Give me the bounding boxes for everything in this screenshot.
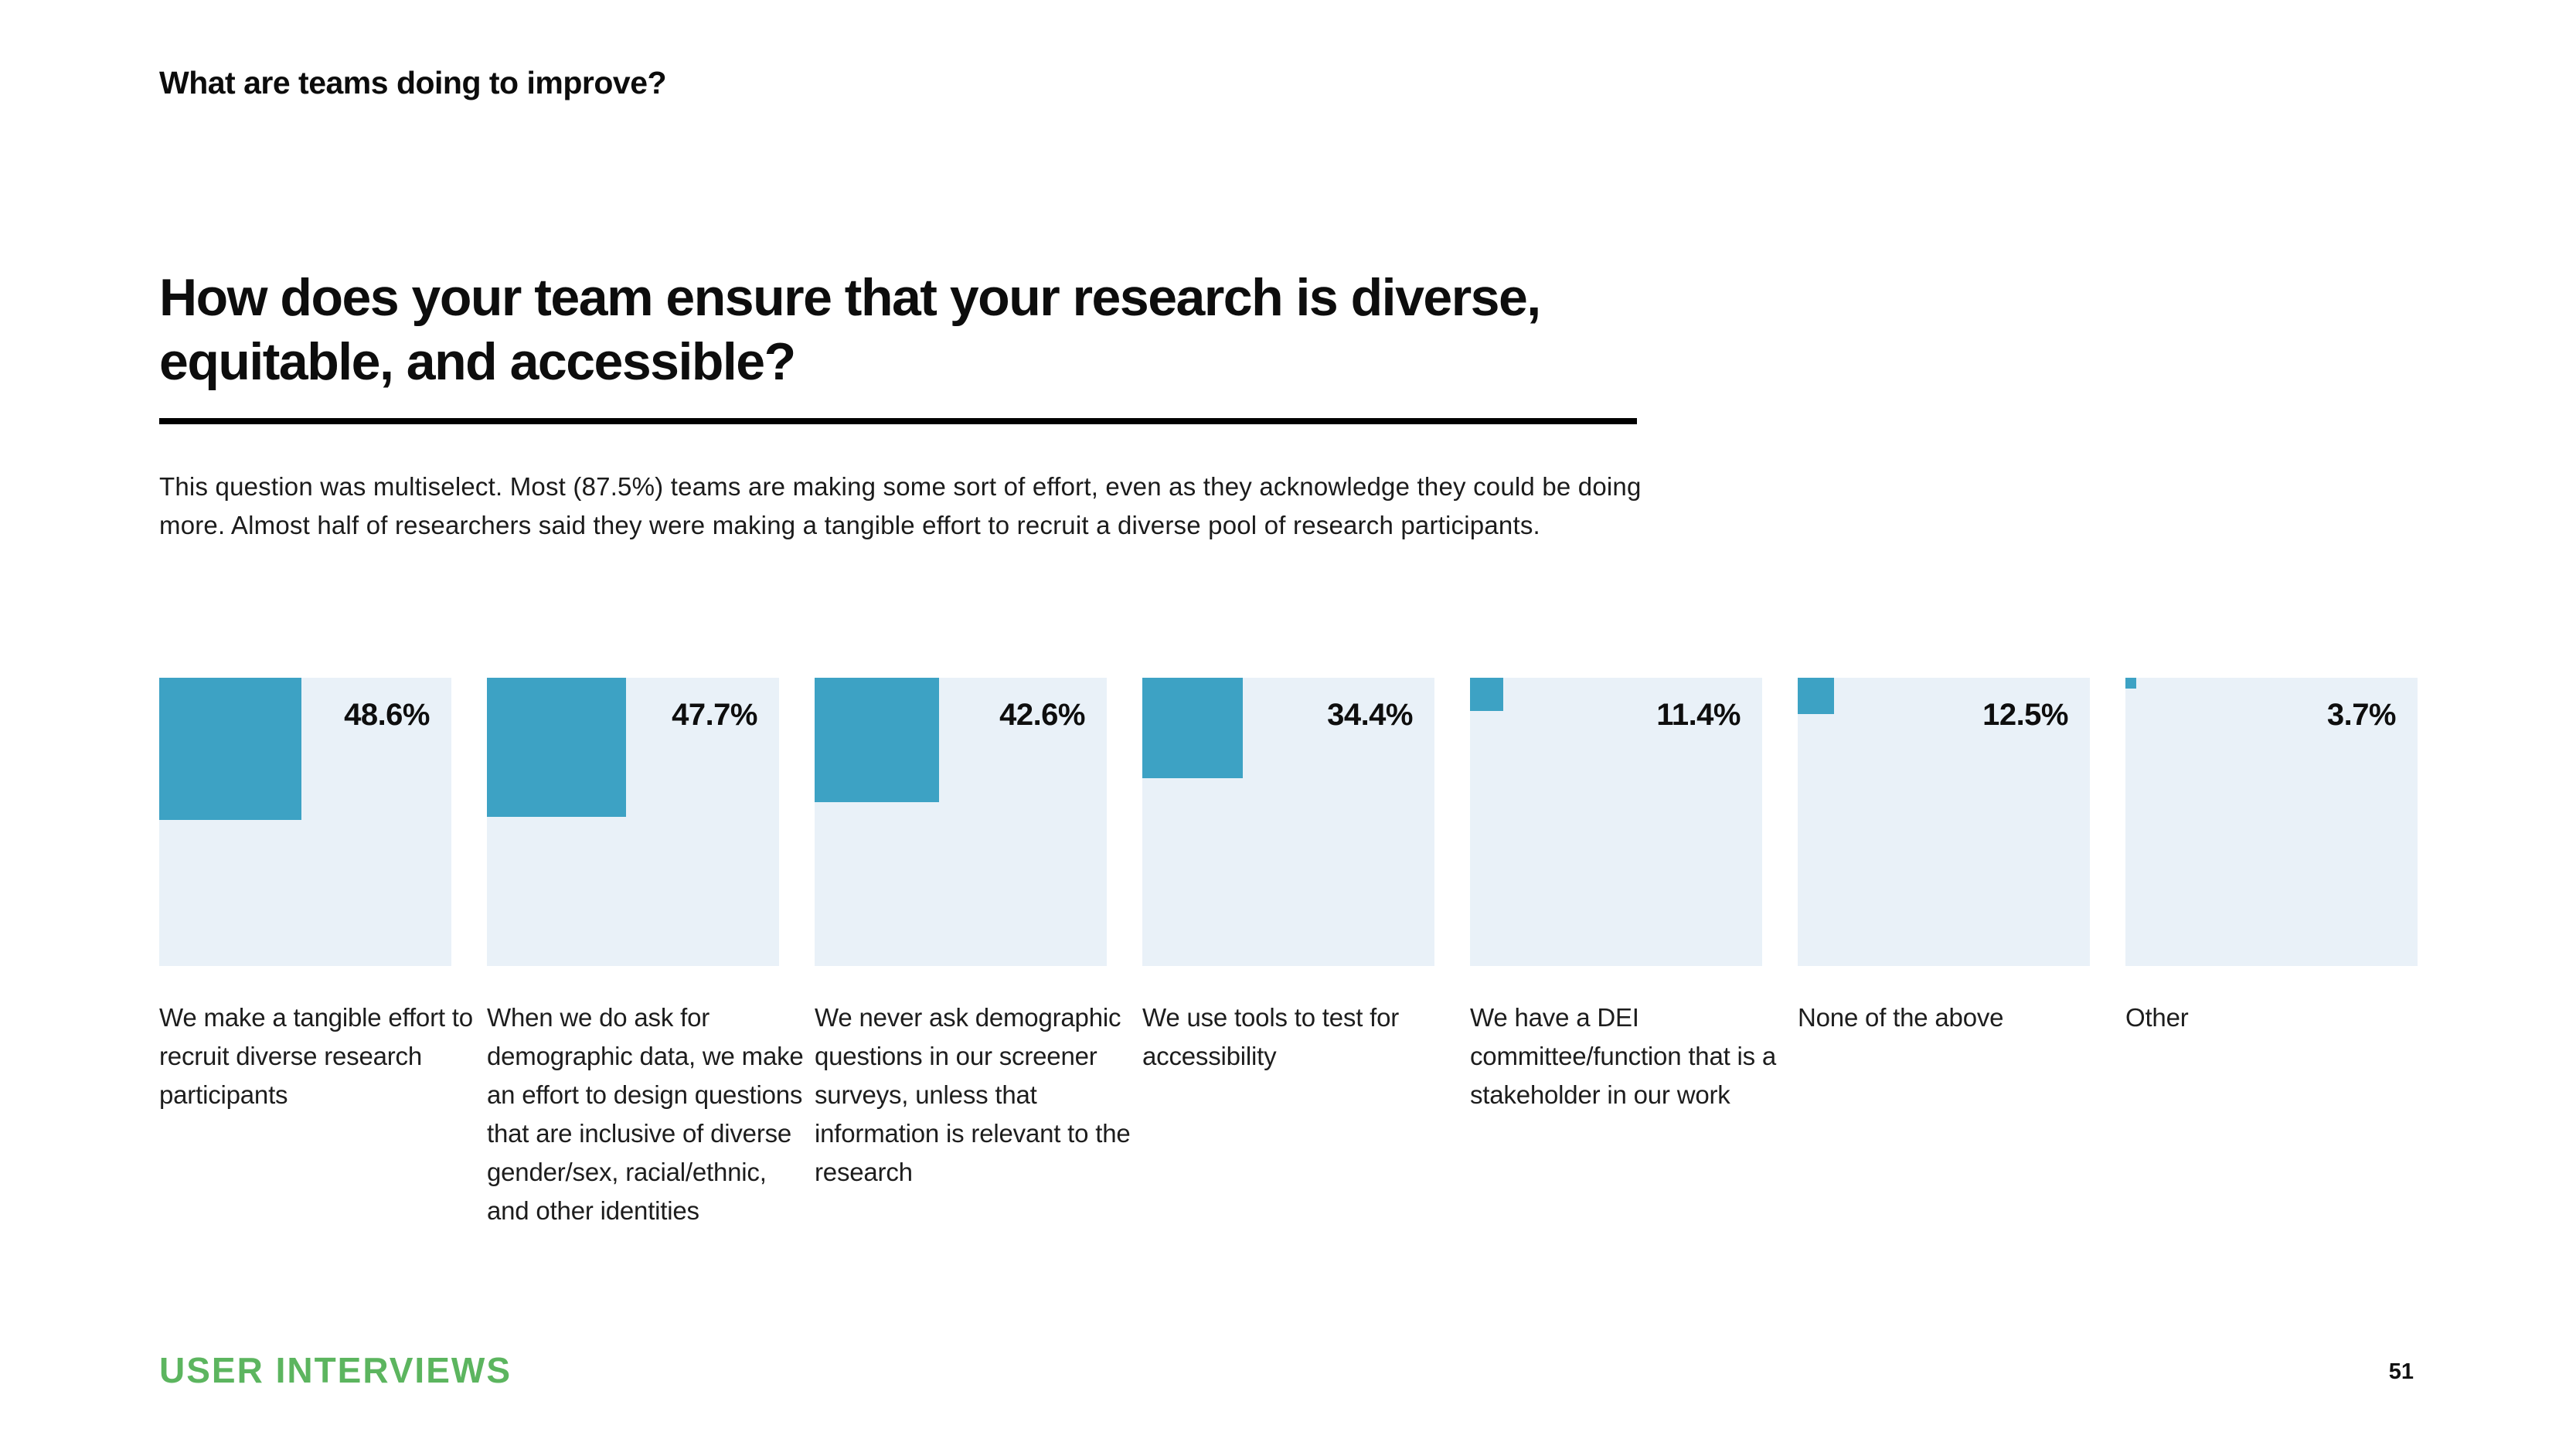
summary-paragraph: This question was multiselect. Most (87.… (159, 472, 1642, 539)
tile-background: 3.7% (2125, 678, 2418, 966)
category-label: We make a tangible effort to recruit div… (159, 1003, 473, 1109)
value-label: 47.7% (672, 698, 757, 732)
chart-item: 12.5% None of the above (1798, 678, 2090, 1230)
square-tile-chart: 48.6% We make a tangible effort to recru… (159, 678, 2418, 1230)
category-label: Other (2125, 1003, 2189, 1032)
tile-background: 34.4% (1142, 678, 1434, 966)
tile-background: 48.6% (159, 678, 451, 966)
tile-background: 12.5% (1798, 678, 2090, 966)
value-label: 12.5% (1982, 698, 2068, 732)
title-underline-rule (159, 418, 1637, 424)
value-square (487, 678, 626, 817)
category-label: None of the above (1798, 1003, 2004, 1032)
category-label: We use tools to test for accessibility (1142, 1003, 1400, 1070)
value-square (159, 678, 301, 820)
value-label: 3.7% (2326, 698, 2397, 732)
page-number: 51 (2388, 1359, 2414, 1384)
brand-logo: USER INTERVIEWS (159, 1350, 512, 1390)
chart-item: 3.7% Other (2125, 678, 2418, 1230)
value-square (1470, 678, 1503, 711)
value-label: 42.6% (999, 698, 1085, 732)
page-title-line-1: How does your team ensure that your rese… (159, 268, 1541, 327)
chart-item: 48.6% We make a tangible effort to recru… (159, 678, 473, 1230)
tile-background: 42.6% (815, 678, 1107, 966)
value-square (815, 678, 939, 802)
value-label: 34.4% (1327, 698, 1413, 732)
category-label: We never ask demographic questions in ou… (815, 1003, 1131, 1186)
value-square (1798, 678, 1834, 714)
value-label: 11.4% (1656, 698, 1741, 732)
category-label: We have a DEI committee/function that is… (1470, 1003, 1777, 1109)
eyebrow-heading: What are teams doing to improve? (159, 65, 667, 100)
category-label: When we do ask for demographic data, we … (487, 1003, 804, 1225)
tile-background: 11.4% (1470, 678, 1762, 966)
chart-item: 47.7% When we do ask for demographic dat… (487, 678, 804, 1230)
value-label: 48.6% (344, 698, 430, 732)
chart-item: 11.4% We have a DEI committee/function t… (1470, 678, 1776, 1230)
chart-item: 34.4% We use tools to test for accessibi… (1142, 678, 1434, 1230)
value-square (1142, 678, 1243, 778)
tile-background: 47.7% (487, 678, 779, 966)
chart-item: 42.6% We never ask demographic questions… (815, 678, 1131, 1230)
page-title: How does your team ensure that your rese… (159, 266, 1541, 394)
value-square (2125, 678, 2136, 689)
page-title-line-2: equitable, and accessible? (159, 332, 796, 391)
